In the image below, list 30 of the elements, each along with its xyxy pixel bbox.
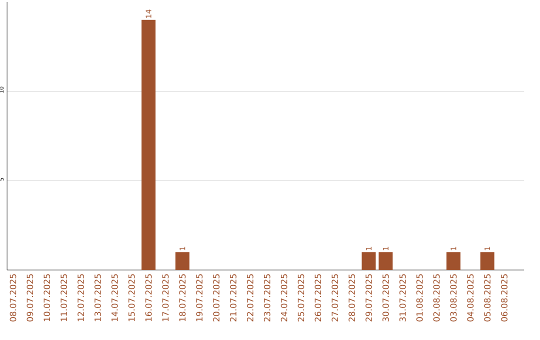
x-tick-label: 02.08.2025	[433, 274, 440, 322]
x-tick-label: 14.07.2025	[111, 274, 118, 322]
x-tick-label: 28.07.2025	[348, 274, 356, 322]
x-tick-label: 16.07.2025	[145, 274, 152, 322]
x-tick-label: 26.07.2025	[314, 274, 322, 322]
x-tick-label: 15.07.2025	[128, 274, 135, 322]
x-tick-label: 24.07.2025	[280, 274, 288, 322]
x-tick-label: 11.07.2025	[60, 274, 68, 322]
x-tick-label: 17.07.2025	[162, 274, 169, 322]
x-tick-label: 30.07.2025	[382, 274, 389, 322]
x-tick-label: 10.07.2025	[44, 274, 50, 322]
x-tick-label: 01.08.2025	[416, 274, 423, 322]
x-tick-label: 31.07.2025	[399, 274, 406, 322]
x-tick-label: 27.07.2025	[332, 274, 338, 322]
x-tick-label: 06.08.2025	[501, 274, 508, 322]
x-tick-label: 29.07.2025	[366, 274, 372, 322]
x-tick-label: 05.08.2025	[484, 274, 491, 322]
x-tick-label: 23.07.2025	[264, 274, 270, 322]
x-tick-label: 09.07.2025	[26, 274, 34, 322]
x-tick-label: 04.08.2025	[467, 274, 474, 322]
x-tick-label: 21.07.2025	[230, 274, 236, 322]
x-tick-label: 19.07.2025	[196, 274, 203, 322]
x-tick-label: 22.07.2025	[246, 274, 254, 322]
x-tick-label: 25.07.2025	[298, 274, 304, 322]
x-tick-label: 03.08.2025	[450, 274, 457, 322]
x-tick-label: 08.07.2025	[10, 274, 16, 322]
x-tick-label: 18.07.2025	[179, 274, 186, 322]
x-tick-label: 13.07.2025	[94, 274, 101, 322]
x-tick-label: 20.07.2025	[213, 274, 220, 322]
x-tick-label: 12.07.2025	[78, 274, 84, 322]
